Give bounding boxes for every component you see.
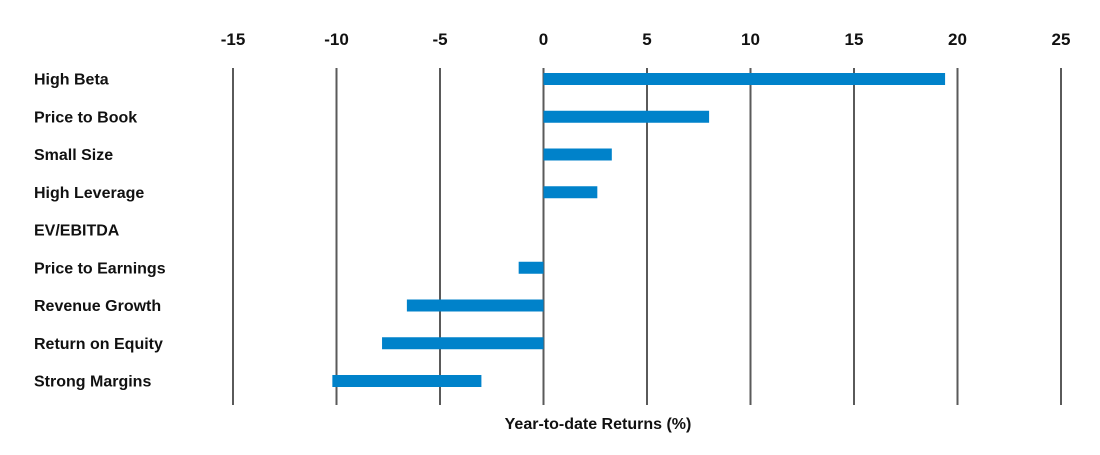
category-label: Price to Book (34, 109, 137, 126)
category-label: EV/EBITDA (34, 223, 120, 240)
x-tick-label: -10 (324, 30, 349, 49)
category-labels: High Beta Price to Book Small Size High Lev… (34, 72, 166, 391)
category-label: High Beta (34, 72, 109, 89)
x-tick-label: 5 (642, 30, 651, 49)
x-tick-label: -5 (432, 30, 447, 49)
bar (544, 186, 598, 198)
bar (544, 73, 946, 85)
x-tick-label: 0 (539, 30, 548, 49)
bar (332, 375, 481, 387)
x-tick-labels: -15 -10 -5 0 5 10 15 20 25 (221, 30, 1071, 49)
category-label: Return on Equity (34, 336, 163, 353)
x-tick-label: 25 (1052, 30, 1071, 49)
category-label: Small Size (34, 147, 113, 164)
bar (544, 111, 710, 123)
bar (382, 337, 543, 349)
bar (544, 149, 612, 161)
category-label: Revenue Growth (34, 298, 161, 315)
category-label: Price to Earnings (34, 260, 166, 277)
x-tick-label: -15 (221, 30, 246, 49)
x-tick-label: 10 (741, 30, 760, 49)
x-axis-title: Year-to-date Returns (%) (505, 416, 692, 433)
x-tick-label: 15 (845, 30, 864, 49)
bar (407, 300, 544, 312)
bar (519, 262, 544, 274)
category-label: High Leverage (34, 185, 144, 202)
x-tick-label: 20 (948, 30, 967, 49)
category-label: Strong Margins (34, 374, 151, 391)
